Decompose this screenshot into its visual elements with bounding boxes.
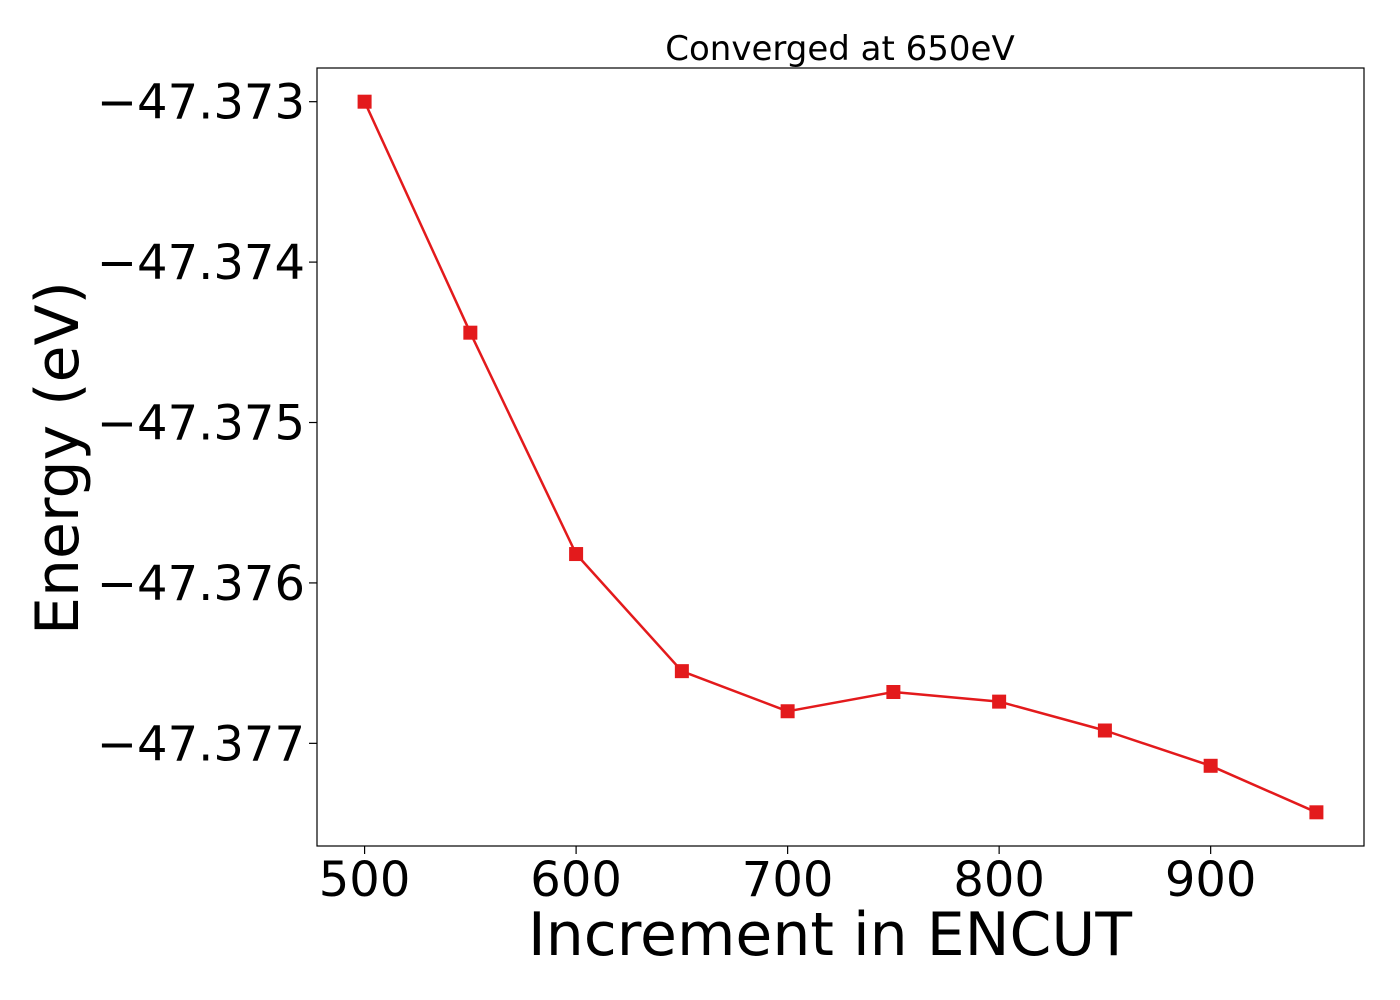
plot-area: 500 600 700 800 900 −47.373 −47.374 −47.375 −47.… — [97, 67, 1365, 908]
y-tick-label: −47.374 — [97, 235, 305, 291]
x-tick-label: 700 — [742, 852, 834, 908]
data-point — [463, 325, 478, 340]
y-tick-label: −47.376 — [97, 556, 305, 612]
data-point — [992, 694, 1007, 709]
data-point — [1309, 805, 1324, 820]
x-tick-label: 800 — [953, 852, 1045, 908]
chart-title: Converged at 650eV — [665, 29, 1014, 69]
y-tick-label: −47.375 — [97, 396, 305, 452]
y-tick-label: −47.373 — [97, 75, 305, 131]
data-point — [1203, 758, 1218, 773]
y-axis-title: Energy (eV) — [23, 281, 93, 635]
series-line — [363, 101, 1317, 814]
y-tick-label: −47.377 — [97, 716, 305, 772]
x-tick-label: 500 — [319, 852, 411, 908]
x-tick-label: 900 — [1165, 852, 1257, 908]
plot-frame — [316, 67, 1365, 847]
data-point — [1097, 723, 1112, 738]
data-point — [674, 664, 689, 679]
x-axis-title: Increment in ENCUT — [528, 900, 1132, 970]
data-point — [780, 704, 795, 719]
data-point — [569, 547, 584, 562]
x-tick-label: 600 — [530, 852, 622, 908]
data-point — [886, 685, 901, 700]
data-point — [357, 94, 372, 109]
